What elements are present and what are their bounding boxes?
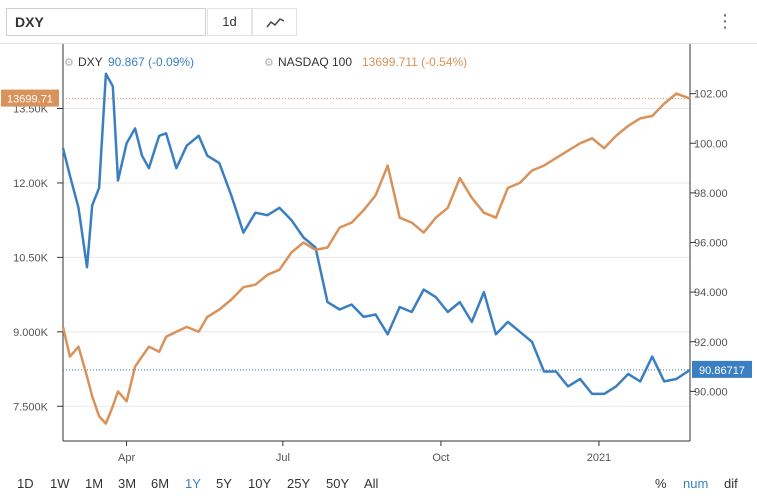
ndx-legend-settings-icon[interactable]: ⚙ [264,57,274,69]
symbol-input[interactable]: DXY [6,8,206,36]
symbol-text: DXY [15,14,44,30]
range-button-6m[interactable]: 6M [151,476,170,491]
ndx-legend-name: NASDAQ 100 [278,55,352,69]
right-tick-label: 96.000 [694,238,728,250]
right-tick-label: 98.000 [694,188,728,200]
x-tick-label: 2021 [587,452,611,464]
interval-text: 1d [222,14,237,29]
range-button-3m[interactable]: 3M [118,476,137,491]
dxy-last-value-tag [692,360,752,378]
kebab-menu-icon: ⋮ [716,11,734,31]
range-button-1y[interactable]: 1Y [185,476,201,491]
left-tick-label: 12.00K [13,178,49,190]
more-menu-button[interactable]: ⋮ [710,8,740,36]
range-selector: 1D 1W 1M 3M 6M 1Y 5Y 10Y 25Y 50Y All% num dif [0,470,757,500]
right-tick-label: 102.00 [694,89,728,101]
range-button-10y[interactable]: 10Y [248,476,272,491]
toolbar: DXY 1d ⋮ [0,0,757,44]
x-tick-label: Jul [276,452,290,464]
ndx-legend-value: 13699.711 (-0.54%) [362,55,467,69]
chart-type-button[interactable] [252,8,297,36]
scale-button-percent[interactable]: % [655,476,667,491]
x-tick-label: Apr [118,452,135,464]
right-tick-label: 90.000 [694,386,728,398]
range-button-5y[interactable]: 5Y [216,476,232,491]
range-button-50y[interactable]: 50Y [326,476,350,491]
range-button-1m[interactable]: 1M [85,476,104,491]
right-tick-label: 94.000 [694,287,728,299]
right-tick-label: 100.00 [694,138,728,150]
ndx-last-value-label: 13699.71 [7,94,53,106]
chart-area[interactable]: 7.500K9.000K10.50K12.00K13.50K90.00092.0… [0,44,757,470]
left-tick-label: 9.000K [13,327,49,339]
scale-button-num[interactable]: num [683,476,709,491]
range-button-1d[interactable]: 1D [17,476,34,491]
interval-selector[interactable]: 1d [207,8,252,36]
range-button-1w[interactable]: 1W [50,476,70,491]
line-chart-icon [266,18,285,28]
range-button-all[interactable]: All [364,476,379,491]
ndx-series-line [61,92,691,425]
scale-button-dif[interactable]: dif [724,476,738,491]
dxy-last-value-label: 90.86717 [699,365,745,377]
range-button-25y[interactable]: 25Y [287,476,311,491]
left-tick-label: 10.50K [13,252,49,264]
right-tick-label: 92.000 [694,337,728,349]
dxy-series-line [61,72,691,396]
x-tick-label: Oct [432,452,449,464]
dxy-legend-name: DXY [78,55,103,69]
ndx-last-value-tag [1,89,59,107]
dxy-legend-settings-icon[interactable]: ⚙ [64,57,74,69]
left-tick-label: 7.500K [13,401,49,413]
dxy-legend-value: 90.867 (-0.09%) [108,55,194,69]
